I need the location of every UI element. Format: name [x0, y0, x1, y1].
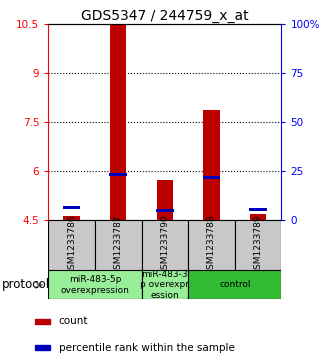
Text: count: count — [59, 317, 88, 326]
Title: GDS5347 / 244759_x_at: GDS5347 / 244759_x_at — [81, 9, 249, 23]
Bar — [157, 180, 173, 220]
Bar — [142, 270, 188, 299]
Bar — [249, 208, 267, 211]
Bar — [235, 220, 281, 270]
Text: GSM1233789: GSM1233789 — [253, 215, 263, 276]
Text: miR-483-5p
overexpression: miR-483-5p overexpression — [61, 275, 129, 295]
Bar — [35, 345, 50, 350]
Text: GSM1233787: GSM1233787 — [114, 215, 123, 276]
Text: control: control — [219, 281, 250, 289]
Text: GSM1233788: GSM1233788 — [207, 215, 216, 276]
Bar — [48, 270, 142, 299]
Bar — [202, 175, 220, 179]
Bar — [110, 24, 127, 220]
Text: GSM1233786: GSM1233786 — [67, 215, 76, 276]
Bar — [188, 270, 281, 299]
Bar — [188, 220, 235, 270]
Bar — [203, 110, 220, 220]
Bar — [156, 209, 174, 212]
Text: percentile rank within the sample: percentile rank within the sample — [59, 343, 234, 353]
Text: protocol: protocol — [2, 278, 50, 291]
Bar — [142, 220, 188, 270]
Text: miR-483-3
p overexpr
ession: miR-483-3 p overexpr ession — [140, 270, 189, 300]
Bar — [109, 173, 127, 176]
Bar — [63, 205, 81, 209]
Bar — [95, 220, 142, 270]
Bar — [250, 214, 266, 220]
Bar — [48, 220, 95, 270]
Text: GSM1233790: GSM1233790 — [160, 215, 169, 276]
Bar — [63, 216, 80, 220]
Bar — [35, 319, 50, 324]
